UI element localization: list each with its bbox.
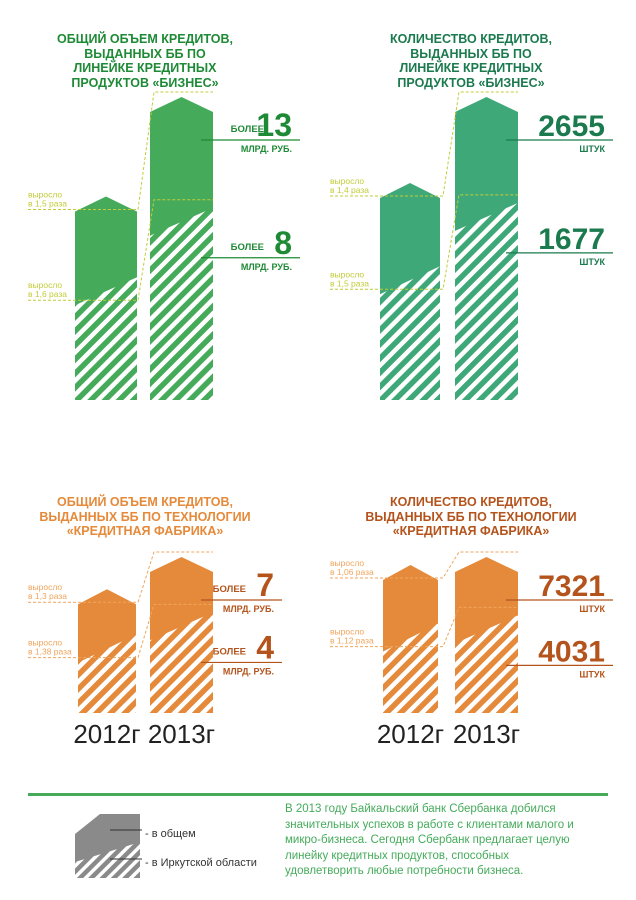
growth-label-total: в 1,4 раза (330, 185, 369, 195)
value-label-region-unit: МЛРД. РУБ. (241, 262, 292, 272)
value-label-total-prefix: БОЛЕЕ (231, 124, 264, 135)
growth-guide-total (330, 551, 518, 579)
value-label-region-unit: ШТУК (579, 669, 605, 679)
growth-label-region: в 1,38 раза (28, 647, 72, 657)
growth-guide-region (330, 194, 518, 290)
legend-total-label: - в общем (145, 828, 196, 840)
value-label-region-unit: МЛРД. РУБ. (223, 666, 274, 676)
growth-label-total: выросло (330, 176, 364, 186)
title-line: ОБЩИЙ ОБЪЕМ КРЕДИТОВ, (57, 495, 233, 509)
growth-guide-total (330, 91, 518, 197)
value-label-total-number: 2655 (538, 110, 605, 143)
title-line: ВЫДАННЫХ ББ ПО (410, 46, 532, 61)
title-line: «КРЕДИТНАЯ ФАБРИКА» (392, 524, 550, 538)
chart-title: ОБЩИЙ ОБЪЕМ КРЕДИТОВ, ВЫДАННЫХ ББ ПО ЛИН… (20, 32, 270, 90)
category-label: 2013г (453, 719, 520, 749)
chart-panel-factory-count: КОЛИЧЕСТВО КРЕДИТОВ, ВЫДАННЫХ ББ ПО ТЕХН… (318, 460, 636, 860)
footer-line: значительных успехов в работе с клиентам… (285, 818, 574, 831)
value-label-total-unit: ШТУК (579, 144, 605, 154)
value-label-region-number: 8 (274, 225, 292, 261)
value-label-region-prefix: БОЛЕЕ (213, 646, 246, 657)
chart-title: КОЛИЧЕСТВО КРЕДИТОВ, ВЫДАННЫХ ББ ПО ТЕХН… (346, 495, 596, 539)
title-line: ВЫДАННЫХ ББ ПО (84, 46, 206, 61)
value-label-region-number: 1677 (538, 223, 605, 256)
title-line: ОБЩИЙ ОБЪЕМ КРЕДИТОВ, (57, 32, 233, 46)
category-label: 2012г (73, 719, 140, 749)
footer-line: В 2013 году Байкальский банк Сбербанка д… (285, 803, 556, 815)
value-label-region-number: 4031 (538, 635, 605, 668)
growth-guide-total (28, 91, 213, 211)
bar-region-2013г (455, 202, 518, 400)
chart-panel-business-volume: ОБЩИЙ ОБЪЕМ КРЕДИТОВ, ВЫДАННЫХ ББ ПО ЛИН… (0, 0, 318, 400)
legend-swatch (75, 814, 142, 878)
bar-region-2012г (78, 634, 136, 713)
bar-region-2012г (380, 266, 440, 400)
growth-label-total: выросло (28, 190, 62, 200)
growth-label-region: выросло (330, 269, 364, 279)
title-line: ВЫДАННЫХ ББ ПО ТЕХНОЛОГИИ (39, 509, 251, 524)
value-label-total-number: 13 (256, 107, 292, 143)
growth-label-region: в 1,12 раза (330, 636, 374, 646)
footer-line: микро-бизнеса. Сегодня Сбербанк предлага… (285, 834, 570, 846)
chart-panel-factory-volume: ОБЩИЙ ОБЪЕМ КРЕДИТОВ, ВЫДАННЫХ ББ ПО ТЕХ… (0, 460, 318, 860)
footer-line: линейку кредитных продуктов, способных (285, 849, 509, 862)
growth-label-region: в 1,6 раза (28, 289, 67, 299)
section-divider (28, 793, 608, 796)
growth-guide-region (28, 603, 213, 659)
bar-region-2013г (150, 207, 213, 400)
title-line: ЛИНЕЙКЕ КРЕДИТНЫХ (73, 61, 217, 75)
growth-guide-region (330, 606, 518, 648)
value-label-region-prefix: БОЛЕЕ (231, 242, 264, 253)
growth-label-region: выросло (28, 280, 62, 290)
growth-label-total: выросло (28, 582, 62, 592)
title-line: ЛИНЕЙКЕ КРЕДИТНЫХ (399, 61, 543, 75)
value-label-total-unit: ШТУК (579, 604, 605, 614)
growth-label-region: выросло (28, 638, 62, 648)
title-line: КОЛИЧЕСТВО КРЕДИТОВ, (390, 495, 552, 509)
value-label-total-prefix: БОЛЕЕ (213, 584, 246, 595)
growth-label-region: выросло (330, 627, 364, 637)
growth-guide-total (28, 551, 213, 603)
bar-region-2012г (383, 623, 438, 713)
growth-guide-region (28, 199, 213, 301)
legend-region-label: - в Иркутской области (145, 857, 257, 869)
bar-region-2012г (75, 277, 137, 400)
chart-panel-business-count: КОЛИЧЕСТВО КРЕДИТОВ, ВЫДАННЫХ ББ ПО ЛИНЕ… (318, 0, 636, 400)
title-line: ПРОДУКТОВ «БИЗНЕС» (71, 75, 219, 90)
title-line: «КРЕДИТНАЯ ФАБРИКА» (66, 524, 224, 538)
footer-line: удовлетворить любые потребности бизнеса. (285, 865, 524, 877)
category-label: 2012г (377, 719, 444, 749)
value-label-total-unit: МЛРД. РУБ. (223, 604, 274, 614)
value-label-total-number: 7321 (538, 570, 605, 603)
bar-region-2013г (455, 615, 518, 713)
value-label-total-number: 7 (256, 567, 274, 603)
value-label-region-unit: ШТУК (579, 257, 605, 267)
chart-title: ОБЩИЙ ОБЪЕМ КРЕДИТОВ, ВЫДАННЫХ ББ ПО ТЕХ… (20, 495, 270, 539)
title-line: ВЫДАННЫХ ББ ПО ТЕХНОЛОГИИ (365, 509, 577, 524)
value-label-region-number: 4 (256, 629, 274, 665)
growth-label-total: в 1,3 раза (28, 591, 67, 601)
growth-label-total: в 1,5 раза (28, 199, 67, 209)
value-label-total-unit: МЛРД. РУБ. (241, 144, 292, 154)
title-line: ПРОДУКТОВ «БИЗНЕС» (397, 75, 545, 90)
title-line: КОЛИЧЕСТВО КРЕДИТОВ, (390, 32, 552, 46)
category-label: 2013г (148, 719, 215, 749)
chart-title: КОЛИЧЕСТВО КРЕДИТОВ, ВЫДАННЫХ ББ ПО ЛИНЕ… (346, 32, 596, 90)
growth-label-total: в 1,06 раза (330, 567, 374, 577)
footer-description: В 2013 году Байкальский банк Сбербанка д… (285, 802, 615, 880)
growth-label-region: в 1,5 раза (330, 278, 369, 288)
legend-region-swatch (75, 842, 140, 878)
growth-label-total: выросло (330, 558, 364, 568)
bar-region-2013г (150, 612, 213, 713)
